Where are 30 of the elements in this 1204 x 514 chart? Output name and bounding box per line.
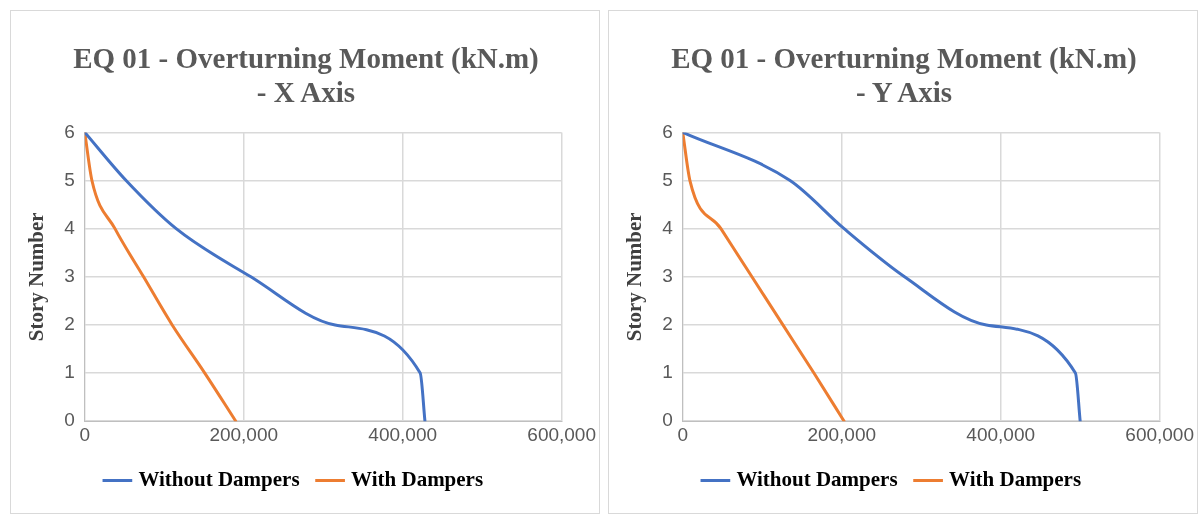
y-tick-label: 2 — [64, 313, 75, 335]
x-tick-label: 200,000 — [209, 423, 279, 445]
y-tick-label: 6 — [662, 120, 673, 142]
x-tick-label: 400,000 — [368, 423, 438, 445]
x-tick-label: 600,000 — [1125, 423, 1194, 445]
y-tick-label: 4 — [662, 216, 674, 238]
y-tick-label: 2 — [662, 313, 673, 335]
chart-title: EQ 01 - Overturning Moment (kN.m) - X Axis — [72, 41, 540, 109]
x-tick-label: 200,000 — [807, 423, 877, 445]
legend-label: Without Dampers — [138, 466, 300, 491]
y-tick-label: 1 — [662, 361, 673, 383]
legend-label: With Dampers — [351, 466, 484, 491]
y-tick-label: 5 — [662, 168, 673, 190]
y-tick-label: 3 — [662, 265, 673, 287]
legend-label: With Dampers — [949, 466, 1082, 491]
y-tick-label: 4 — [64, 216, 76, 238]
y-tick-label: 1 — [64, 361, 75, 383]
y-axis-title: Story Number — [622, 212, 647, 342]
y-tick-label: 5 — [64, 168, 75, 190]
y-tick-label: 6 — [64, 120, 75, 142]
y-tick-label: 3 — [64, 265, 75, 287]
x-tick-label: 0 — [79, 423, 91, 445]
legend-label: Without Dampers — [736, 466, 898, 491]
x-tick-label: 400,000 — [966, 423, 1036, 445]
x-tick-label: 600,000 — [527, 423, 596, 445]
y-axis-title: Story Number — [24, 212, 49, 342]
chart-title: EQ 01 - Overturning Moment (kN.m) - Y Axis — [670, 41, 1138, 109]
x-tick-label: 0 — [677, 423, 689, 445]
y-tick-label: 0 — [64, 409, 75, 431]
y-tick-label: 0 — [662, 409, 673, 431]
